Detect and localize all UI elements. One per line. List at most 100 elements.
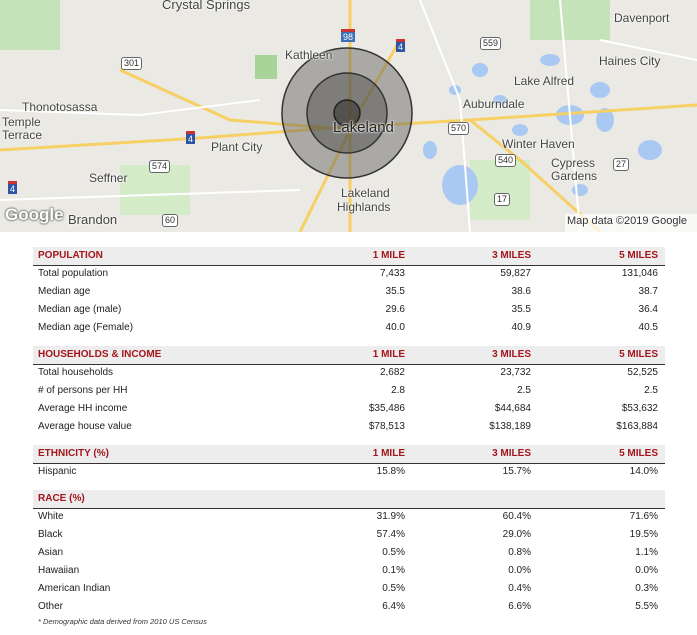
cell-value: 0.1% — [382, 565, 405, 576]
road-shield: 4 — [396, 39, 406, 52]
cell-value: 0.5% — [382, 547, 405, 558]
map-label: Lakeland — [333, 119, 394, 136]
row-label: Total households — [38, 367, 114, 378]
column-header: 3 MILES — [492, 448, 531, 459]
cell-value: 29.6 — [385, 304, 405, 315]
cell-value: 35.5 — [385, 286, 405, 297]
road-shield: 301 — [121, 57, 143, 70]
road-shield: 559 — [480, 37, 502, 50]
road-shield: 98 — [341, 29, 356, 42]
road-shield: 4 — [186, 131, 196, 144]
section-title: POPULATION — [38, 250, 103, 261]
section-header-band — [33, 445, 665, 464]
road-shield: 27 — [613, 158, 630, 171]
cell-value: 7,433 — [379, 268, 405, 279]
cell-value: 40.5 — [638, 322, 658, 333]
road-shield: 540 — [495, 154, 517, 167]
row-label: # of persons per HH — [38, 385, 128, 396]
map-label: Kathleen — [285, 48, 333, 62]
cell-value: 35.5 — [511, 304, 531, 315]
section-title: ETHNICITY (%) — [38, 448, 109, 459]
cell-value: 2.5 — [644, 385, 658, 396]
road-shield: 570 — [448, 122, 470, 135]
cell-value: 52,525 — [627, 367, 658, 378]
cell-value: $138,189 — [489, 421, 531, 432]
map-label: Crystal Springs — [162, 0, 251, 12]
cell-value: 40.0 — [385, 322, 405, 333]
cell-value: 0.3% — [635, 583, 658, 594]
cell-value: 40.9 — [511, 322, 531, 333]
row-label: Median age (male) — [38, 304, 122, 315]
map: Crystal Springs Davenport Kathleen Haine… — [0, 0, 697, 232]
section-header-band — [33, 490, 665, 509]
cell-value: 71.6% — [629, 511, 658, 522]
column-header: 5 MILES — [619, 448, 658, 459]
row-label: Asian — [38, 547, 64, 558]
map-label: Highlands — [337, 200, 391, 214]
cell-value: $78,513 — [368, 421, 405, 432]
road-shield: 17 — [494, 193, 511, 206]
cell-value: 59,827 — [500, 268, 531, 279]
row-label: Median age — [38, 286, 91, 297]
row-label: Average HH income — [38, 403, 128, 414]
cell-value: $53,632 — [621, 403, 658, 414]
row-label: Average house value — [38, 421, 132, 432]
cell-value: 2.5 — [517, 385, 531, 396]
cell-value: 6.6% — [508, 601, 531, 612]
map-label: Gardens — [551, 169, 598, 183]
map-label: Davenport — [614, 11, 670, 25]
cell-value: 0.0% — [635, 565, 658, 576]
column-header: 5 MILES — [619, 349, 658, 360]
column-header: 1 MILE — [372, 448, 405, 459]
map-label: Plant City — [211, 140, 263, 154]
column-header: 3 MILES — [492, 250, 531, 261]
column-header: 1 MILE — [372, 250, 405, 261]
cell-value: 31.9% — [376, 511, 405, 522]
map-label: Haines City — [599, 54, 661, 68]
map-label: Thonotosassa — [22, 100, 98, 114]
map-label: Brandon — [68, 212, 118, 227]
cell-value: 0.4% — [508, 583, 531, 594]
row-label: Black — [38, 529, 63, 540]
map-label: Auburndale — [463, 97, 525, 111]
column-header: 3 MILES — [492, 349, 531, 360]
road-shield: 574 — [149, 160, 171, 173]
map-label: Lakeland — [341, 186, 390, 200]
cell-value: 29.0% — [502, 529, 531, 540]
cell-value: 0.8% — [508, 547, 531, 558]
cell-value: 0.5% — [382, 583, 405, 594]
section-header-band — [33, 247, 665, 266]
map-label: Winter Haven — [502, 137, 575, 151]
row-label: American Indian — [38, 583, 111, 594]
cell-value: 60.4% — [502, 511, 531, 522]
map-label: Seffner — [89, 171, 128, 185]
cell-value: 15.7% — [502, 466, 531, 477]
cell-value: 0.0% — [508, 565, 531, 576]
map-label: Lake Alfred — [514, 74, 575, 88]
row-label: Total population — [38, 268, 109, 279]
cell-value: 15.8% — [376, 466, 405, 477]
cell-value: 131,046 — [621, 268, 658, 279]
cell-value: 23,732 — [500, 367, 531, 378]
cell-value: 2.8 — [391, 385, 405, 396]
cell-value: $163,884 — [616, 421, 658, 432]
cell-value: 36.4 — [638, 304, 658, 315]
road-shield: 4 — [8, 181, 18, 194]
row-label: Hawaiian — [38, 565, 80, 576]
map-label: Temple — [2, 115, 41, 129]
row-label: Hispanic — [38, 466, 77, 477]
cell-value: 2,682 — [379, 367, 405, 378]
column-header: 1 MILE — [372, 349, 405, 360]
row-label: Other — [38, 601, 64, 612]
road-shield: 60 — [162, 214, 179, 227]
cell-value: 19.5% — [629, 529, 658, 540]
cell-value: 14.0% — [629, 466, 658, 477]
map-attribution: Map data ©2019 Google — [567, 215, 688, 227]
google-logo: Google — [5, 205, 64, 224]
cell-value: $35,486 — [368, 403, 405, 414]
cell-value: 57.4% — [376, 529, 405, 540]
column-header: 5 MILES — [619, 250, 658, 261]
section-header-band — [33, 346, 665, 365]
